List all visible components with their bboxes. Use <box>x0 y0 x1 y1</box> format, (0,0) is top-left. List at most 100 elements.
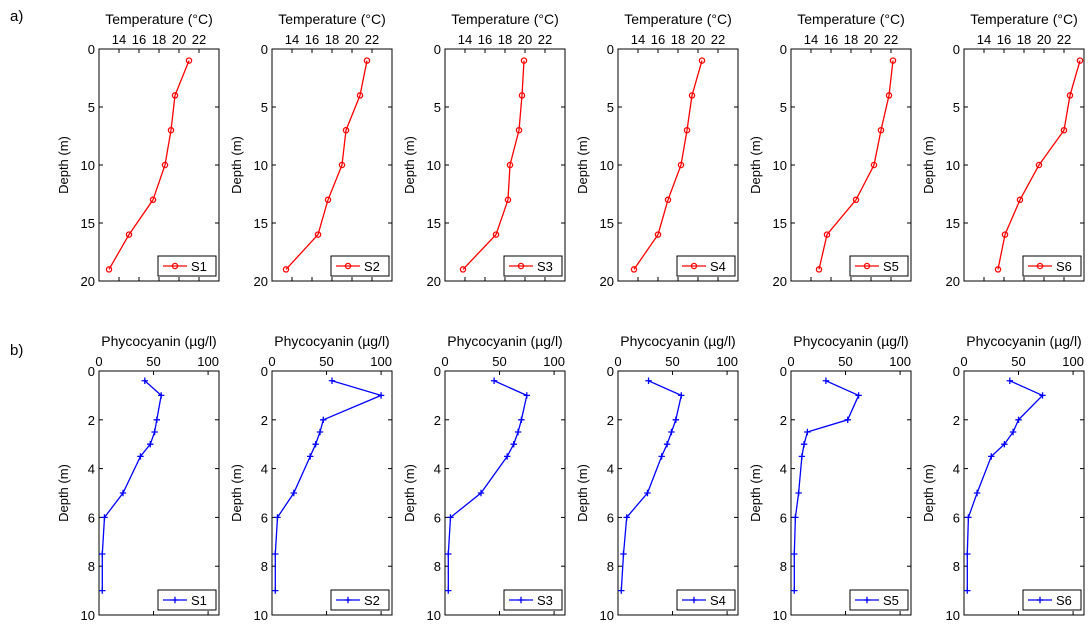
x-axis-label: Temperature (°C) <box>105 11 213 27</box>
series-line <box>274 380 384 591</box>
x-tick-label: 0 <box>614 354 621 369</box>
y-axis-label: Depth (m) <box>229 136 244 194</box>
data-point <box>490 377 498 384</box>
x-tick-label: 50 <box>665 354 679 369</box>
y-axis-label: Depth (m) <box>56 136 71 194</box>
data-point <box>973 489 981 497</box>
data-point <box>510 441 517 448</box>
x-tick-label: 22 <box>711 32 725 47</box>
data-point <box>688 92 696 99</box>
y-tick-label: 8 <box>434 559 441 574</box>
data-point <box>852 196 860 204</box>
x-tick-label: 22 <box>365 32 379 47</box>
x-tick-label: 20 <box>345 32 359 47</box>
plot-frame <box>790 48 912 282</box>
legend-label: S4 <box>710 593 726 608</box>
y-tick-label: 5 <box>261 100 268 115</box>
y-axis-label: Depth (m) <box>402 464 417 522</box>
data-point <box>791 587 798 594</box>
y-tick-label: 10 <box>81 158 95 173</box>
y-tick-label: 10 <box>600 158 614 173</box>
data-point <box>889 57 897 64</box>
x-tick-label: 16 <box>651 32 665 47</box>
y-tick-label: 10 <box>600 608 614 623</box>
data-point <box>644 489 651 497</box>
series-line <box>447 380 528 591</box>
x-tick-label: 50 <box>146 354 160 369</box>
data-point <box>447 514 454 521</box>
y-tick-label: 15 <box>773 216 787 231</box>
data-point <box>664 196 672 204</box>
y-tick-label: 5 <box>607 100 614 115</box>
x-tick-label: 14 <box>631 32 645 47</box>
data-point <box>503 453 511 460</box>
legend-marker <box>1036 262 1044 270</box>
data-point <box>149 196 157 204</box>
plot-frame <box>98 48 220 282</box>
data-point <box>363 57 371 64</box>
data-point <box>119 489 127 497</box>
series-line <box>818 60 894 270</box>
data-point <box>663 441 671 448</box>
x-tick-label: 18 <box>325 32 339 47</box>
data-point <box>668 428 675 436</box>
data-point <box>1039 392 1046 399</box>
y-axis-label: Depth (m) <box>575 136 590 194</box>
x-tick-label: 20 <box>691 32 705 47</box>
y-axis-label: Depth (m) <box>748 464 763 522</box>
x-tick-label: 0 <box>960 354 967 369</box>
x-tick-label: 16 <box>997 32 1011 47</box>
y-axis-label: Depth (m) <box>748 136 763 194</box>
data-point <box>620 550 627 558</box>
x-axis-label: Temperature (°C) <box>278 11 386 27</box>
data-point <box>141 377 149 384</box>
y-tick-label: 8 <box>780 559 787 574</box>
series-line <box>101 380 162 591</box>
y-axis-label: Depth (m) <box>56 464 71 522</box>
x-axis-label: Phycocyanin (µg/l) <box>101 333 216 349</box>
data-point <box>630 266 638 273</box>
plot-a-s2: 14 16 18 20 22 0 5 10 15 20 Temperature (°C) Depth … <box>229 11 393 289</box>
plot-a-s5: 14 16 18 20 22 0 5 10 15 20 Temperature (°C) Depth … <box>748 11 912 289</box>
panel-label-b: b) <box>10 342 23 359</box>
x-tick-label: 16 <box>132 32 146 47</box>
x-tick-label: 22 <box>1057 32 1071 47</box>
y-tick-label: 10 <box>427 158 441 173</box>
data-point <box>965 514 972 521</box>
data-point <box>99 550 106 558</box>
data-point <box>658 453 665 460</box>
y-tick-label: 10 <box>254 608 268 623</box>
y-tick-label: 0 <box>434 364 441 379</box>
series-line <box>462 60 525 270</box>
y-tick-label: 4 <box>434 462 441 477</box>
y-tick-label: 0 <box>607 42 614 57</box>
y-tick-label: 20 <box>946 274 960 289</box>
data-point <box>800 441 808 448</box>
plot-b-s1: 0 50 100 0 2 4 6 8 10 Phycocyanin (µg/l) Depth (m)… <box>56 333 220 623</box>
y-tick-label: 6 <box>953 510 960 525</box>
y-tick-label: 10 <box>254 158 268 173</box>
x-tick-label: 100 <box>1062 354 1084 369</box>
legend-marker <box>517 262 525 270</box>
data-point <box>823 231 831 238</box>
y-tick-label: 20 <box>600 274 614 289</box>
y-tick-label: 6 <box>88 510 95 525</box>
data-point <box>518 92 526 99</box>
data-point <box>153 416 161 423</box>
data-point <box>377 392 385 399</box>
data-point <box>506 161 514 169</box>
series-line <box>633 60 703 270</box>
y-tick-label: 0 <box>88 364 95 379</box>
data-point <box>798 453 806 460</box>
y-tick-label: 10 <box>427 608 441 623</box>
data-point <box>988 453 995 460</box>
y-tick-label: 2 <box>261 413 268 428</box>
x-tick-label: 18 <box>498 32 512 47</box>
data-point <box>1035 161 1043 169</box>
y-axis-label: Depth (m) <box>921 464 936 522</box>
data-point <box>791 550 798 558</box>
legend-label: S3 <box>537 593 553 608</box>
x-tick-label: 100 <box>889 354 911 369</box>
data-point <box>99 587 106 594</box>
x-tick-label: 14 <box>112 32 126 47</box>
